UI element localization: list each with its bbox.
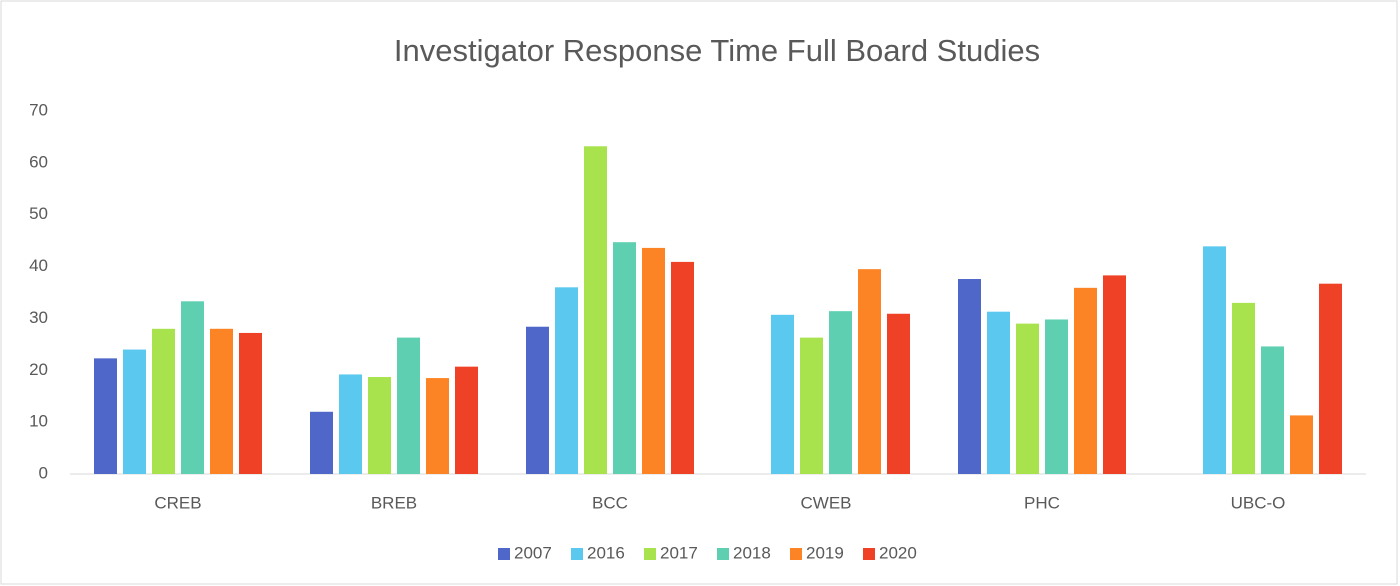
bar [1016, 323, 1039, 474]
bar [671, 261, 694, 474]
legend-swatch [498, 548, 510, 560]
legend-label: 2016 [587, 543, 625, 562]
x-tick-label: PHC [1024, 493, 1060, 512]
bar [613, 242, 636, 474]
bar [1232, 302, 1255, 474]
bar [887, 313, 910, 474]
legend-swatch [863, 548, 875, 560]
bar [858, 269, 881, 474]
legend-label: 2017 [660, 543, 698, 562]
bar [1290, 415, 1313, 474]
x-tick-label: UBC-O [1231, 493, 1286, 512]
bar [555, 287, 578, 474]
y-tick-label: 10 [29, 412, 48, 431]
bar [958, 279, 981, 474]
bar [800, 337, 823, 474]
bar [94, 358, 117, 474]
bar [584, 146, 607, 474]
y-tick-label: 50 [29, 204, 48, 223]
bar [1261, 346, 1284, 474]
legend-label: 2007 [514, 543, 552, 562]
legend-label: 2018 [733, 543, 771, 562]
bar [310, 411, 333, 474]
legend-label: 2020 [879, 543, 917, 562]
x-tick-label: BREB [371, 493, 417, 512]
legend-swatch [571, 548, 583, 560]
bar [426, 378, 449, 474]
y-tick-label: 40 [29, 256, 48, 275]
bar [1103, 275, 1126, 474]
bar [239, 332, 262, 474]
bar [181, 301, 204, 474]
bar [152, 328, 175, 474]
bar [1319, 283, 1342, 474]
y-tick-label: 70 [29, 100, 48, 119]
legend-swatch [644, 548, 656, 560]
bar [368, 377, 391, 474]
bar [339, 374, 362, 474]
y-tick-label: 0 [39, 463, 48, 482]
bar [987, 311, 1010, 474]
y-tick-label: 60 [29, 152, 48, 171]
x-tick-label: BCC [592, 493, 628, 512]
bar [210, 328, 233, 474]
bar [1074, 287, 1097, 474]
legend-swatch [717, 548, 729, 560]
bar [1203, 246, 1226, 474]
bar [1045, 319, 1068, 474]
bar [642, 247, 665, 474]
x-tick-label: CREB [154, 493, 201, 512]
legend-swatch [790, 548, 802, 560]
y-tick-label: 30 [29, 308, 48, 327]
x-tick-label: CWEB [801, 493, 852, 512]
chart-title: Investigator Response Time Full Board St… [394, 33, 1040, 68]
bar [397, 337, 420, 474]
y-tick-label: 20 [29, 360, 48, 379]
bar [526, 326, 549, 474]
bar [455, 366, 478, 474]
bar [123, 349, 146, 474]
bar [771, 314, 794, 474]
legend-label: 2019 [806, 543, 844, 562]
bar [829, 311, 852, 474]
